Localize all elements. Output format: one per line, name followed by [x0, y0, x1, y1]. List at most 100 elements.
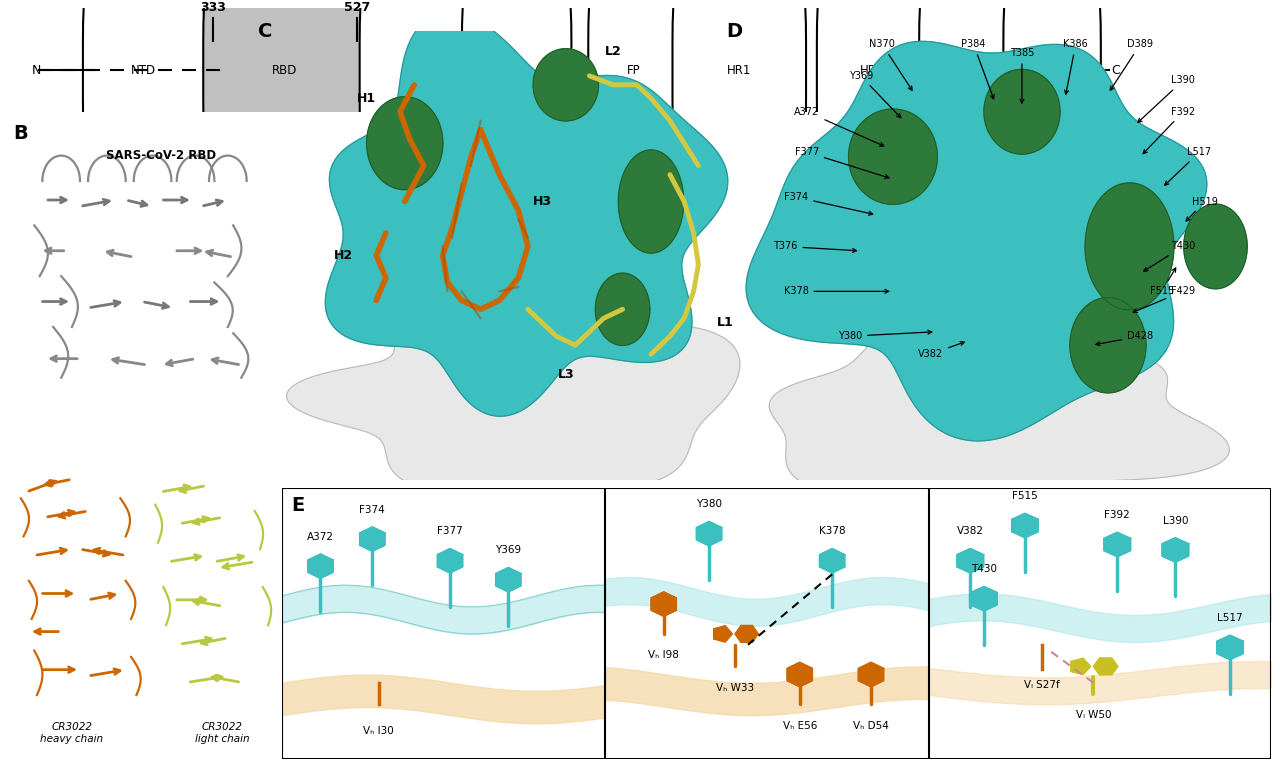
- Text: F429: F429: [1133, 286, 1196, 313]
- Polygon shape: [1093, 658, 1117, 675]
- Text: Vₕ D54: Vₕ D54: [852, 721, 888, 731]
- Polygon shape: [984, 70, 1060, 154]
- Text: T430: T430: [972, 564, 997, 574]
- Text: T385: T385: [1010, 49, 1034, 103]
- Text: A372: A372: [795, 107, 883, 146]
- Polygon shape: [618, 150, 684, 253]
- FancyBboxPatch shape: [817, 0, 927, 181]
- Text: L390: L390: [1162, 515, 1188, 526]
- Text: N370: N370: [869, 39, 913, 91]
- Text: A372: A372: [307, 532, 334, 542]
- Polygon shape: [1071, 658, 1091, 675]
- Text: SD2: SD2: [504, 64, 529, 77]
- FancyBboxPatch shape: [589, 0, 680, 181]
- Text: P384: P384: [961, 39, 995, 99]
- Text: H1: H1: [357, 92, 376, 104]
- Text: B: B: [13, 124, 28, 143]
- Text: D: D: [726, 22, 742, 41]
- Text: T430: T430: [1144, 241, 1196, 271]
- Text: CR3022
heavy chain: CR3022 heavy chain: [41, 722, 104, 744]
- FancyBboxPatch shape: [360, 0, 470, 181]
- Polygon shape: [819, 549, 845, 573]
- Text: Vₕ W33: Vₕ W33: [716, 683, 754, 693]
- Polygon shape: [438, 549, 462, 573]
- Polygon shape: [769, 320, 1229, 497]
- Text: Y369: Y369: [849, 71, 901, 118]
- Text: F515: F515: [1012, 491, 1038, 502]
- Polygon shape: [746, 41, 1207, 441]
- Text: F377: F377: [795, 147, 888, 179]
- Text: D428: D428: [1096, 331, 1153, 346]
- Polygon shape: [714, 625, 732, 642]
- Text: 527: 527: [344, 1, 370, 14]
- Text: L3: L3: [558, 368, 573, 381]
- Text: K378: K378: [819, 526, 846, 536]
- FancyBboxPatch shape: [1004, 0, 1101, 181]
- Text: D389: D389: [1110, 39, 1153, 91]
- Text: L390: L390: [1138, 75, 1196, 122]
- Text: HR1: HR1: [727, 64, 751, 77]
- Text: SARS-CoV-2 RBD: SARS-CoV-2 RBD: [105, 149, 216, 162]
- Text: RBD: RBD: [273, 64, 298, 77]
- Text: Y369: Y369: [495, 546, 521, 556]
- Polygon shape: [849, 109, 937, 204]
- Polygon shape: [287, 296, 740, 490]
- Text: L517: L517: [1217, 613, 1243, 623]
- Text: L517: L517: [1165, 147, 1211, 185]
- Polygon shape: [1070, 297, 1146, 393]
- FancyBboxPatch shape: [672, 0, 806, 181]
- Polygon shape: [696, 522, 722, 546]
- Text: IC: IC: [1046, 64, 1057, 77]
- Polygon shape: [1217, 635, 1243, 659]
- Text: CR3022
light chain: CR3022 light chain: [195, 722, 250, 744]
- FancyBboxPatch shape: [462, 0, 571, 181]
- Polygon shape: [859, 663, 883, 687]
- Polygon shape: [1184, 204, 1247, 289]
- Text: K378: K378: [783, 286, 888, 296]
- Text: 333: 333: [200, 1, 225, 14]
- Text: Vₗ W50: Vₗ W50: [1075, 710, 1111, 720]
- Polygon shape: [957, 549, 983, 573]
- Text: TM: TM: [956, 64, 974, 77]
- Polygon shape: [532, 49, 599, 121]
- Polygon shape: [595, 273, 650, 345]
- Text: Vₕ I98: Vₕ I98: [648, 650, 680, 660]
- Polygon shape: [970, 587, 997, 611]
- Text: F515: F515: [1149, 268, 1176, 296]
- FancyBboxPatch shape: [83, 0, 205, 181]
- Polygon shape: [787, 663, 813, 687]
- Polygon shape: [360, 527, 385, 551]
- Text: N: N: [32, 64, 41, 77]
- Polygon shape: [1162, 538, 1189, 562]
- Text: H2: H2: [334, 249, 353, 262]
- Text: F392: F392: [1105, 510, 1130, 520]
- Text: L2: L2: [604, 45, 622, 58]
- Text: F374: F374: [360, 505, 385, 515]
- Text: NTD: NTD: [131, 64, 156, 77]
- Text: Y380: Y380: [696, 499, 722, 509]
- Text: C: C: [259, 22, 273, 41]
- Text: H3: H3: [532, 195, 552, 208]
- Text: HR2: HR2: [859, 64, 883, 77]
- Text: Vₕ I30: Vₕ I30: [364, 726, 394, 736]
- Text: FP: FP: [627, 64, 641, 77]
- Text: T376: T376: [773, 241, 856, 252]
- Text: F392: F392: [1143, 107, 1196, 154]
- Polygon shape: [308, 554, 333, 578]
- Polygon shape: [495, 567, 521, 592]
- Text: E: E: [292, 496, 305, 515]
- Text: Y380: Y380: [838, 330, 932, 341]
- Polygon shape: [1085, 183, 1174, 310]
- Text: Vₗ S27f: Vₗ S27f: [1024, 680, 1060, 690]
- Polygon shape: [366, 97, 443, 190]
- Text: V382: V382: [956, 526, 984, 536]
- Text: K386: K386: [1064, 39, 1088, 94]
- Text: V382: V382: [918, 341, 964, 359]
- Polygon shape: [325, 13, 728, 416]
- Text: F377: F377: [438, 526, 463, 536]
- Text: C: C: [1111, 64, 1120, 77]
- Polygon shape: [1103, 533, 1130, 557]
- Polygon shape: [1011, 513, 1038, 538]
- Text: L1: L1: [717, 317, 733, 329]
- Text: F374: F374: [785, 192, 873, 215]
